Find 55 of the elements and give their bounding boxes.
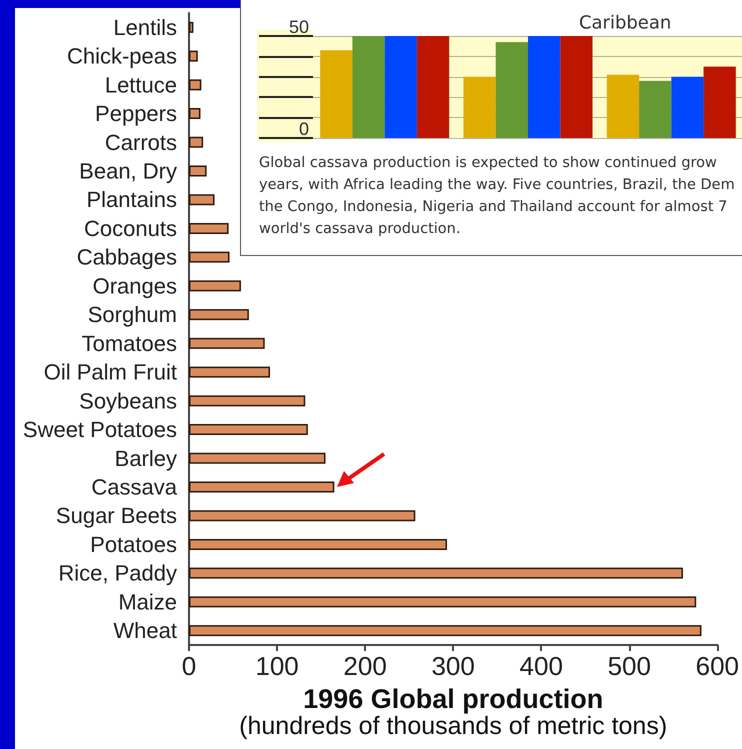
bar <box>189 22 194 33</box>
y-tick-label: Potatoes <box>90 532 177 557</box>
y-tick-label: Barley <box>114 446 177 471</box>
bar <box>189 222 229 234</box>
bar <box>189 108 200 120</box>
x-tick-label: Caribbean <box>578 12 672 34</box>
bar <box>189 366 270 378</box>
bar <box>189 395 306 406</box>
y-tick-label: Coconuts <box>84 216 177 241</box>
y-tick-label: Oranges <box>92 273 177 298</box>
y-tick-label: Sugar Beets <box>56 503 177 528</box>
y-tick-label: Cassava <box>91 474 178 500</box>
bar <box>189 452 326 464</box>
x-tick-label: 0 <box>182 651 196 681</box>
y-tick-label: Peppers <box>95 101 177 126</box>
bar <box>189 568 683 579</box>
y-tick-label: Sorghum <box>88 302 177 328</box>
bar <box>189 625 702 636</box>
x-axis-title: 1996 Global production (hundreds of thousands of metric tons) <box>239 684 668 740</box>
x-tick-label: 400 <box>520 651 563 681</box>
x-tick-label: 600 <box>696 651 740 681</box>
bar <box>189 166 207 176</box>
y-tick-label: 50 <box>288 17 309 37</box>
bar <box>189 280 241 292</box>
x-tick-label: 500 <box>608 651 651 681</box>
bar <box>189 596 696 608</box>
y-tick-label: Lentils <box>113 14 177 40</box>
y-tick-label: Lettuce <box>104 72 177 98</box>
bar <box>189 338 265 349</box>
bar <box>189 194 215 206</box>
y-tick-label: Soybeans <box>79 388 177 414</box>
y-tick-label: Oil Palm Fruit <box>44 360 177 385</box>
bar <box>189 309 249 320</box>
y-tick-label: Chick-peas <box>66 44 177 69</box>
bar <box>189 424 308 436</box>
bar <box>189 136 204 148</box>
y-tick-label: Bean, Dry <box>79 158 177 184</box>
bar <box>189 482 334 492</box>
y-tick-label: Wheat <box>113 618 177 644</box>
y-tick-label: Rice, Paddy <box>58 560 177 586</box>
bar <box>189 252 230 263</box>
y-tick-label: Plantains <box>86 187 177 212</box>
bar <box>189 50 198 62</box>
y-tick-label: Cabbages <box>76 244 177 270</box>
bar <box>189 79 202 90</box>
bar <box>189 510 416 522</box>
x-tick-label: 200 <box>343 651 387 681</box>
y-tick-label: Maize <box>118 589 177 614</box>
y-tick-label: Sweet Potatoes <box>22 417 177 442</box>
y-tick-label: Carrots <box>104 130 177 155</box>
y-tick-label: Tomatoes <box>82 330 177 356</box>
x-tick-label: 100 <box>255 651 299 681</box>
x-tick-label: 300 <box>431 651 475 681</box>
bar <box>189 538 447 550</box>
annotation: Global cassava production is expected to show continued grow years, with Africa leading the way. Five countries, Brazil, the Dem the Congo, Indonesia, Nigeria and Thailand account for almost 7 world's cassava production. <box>259 154 735 239</box>
